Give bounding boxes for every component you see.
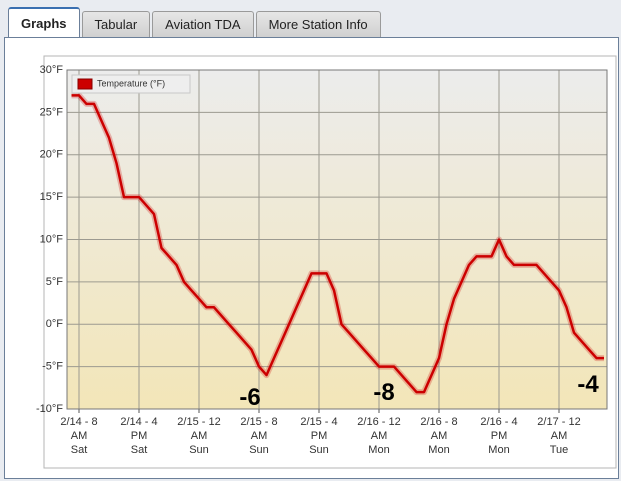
annotation: -4 (577, 371, 599, 398)
x-tick-label: 2/15 - 8 AM Sun (240, 416, 277, 456)
y-tick-label: 30°F (40, 64, 64, 76)
x-tick-label: 2/15 - 4 PM Sun (300, 416, 337, 456)
legend-swatch (77, 78, 93, 90)
y-tick-label: -5°F (42, 361, 63, 373)
x-tick-label: 2/15 - 12 AM Sun (177, 416, 220, 456)
tab[interactable]: Tabular (81, 11, 151, 38)
y-tick-label: 15°F (40, 191, 64, 203)
plot-border (66, 69, 608, 410)
x-tick-label: 2/16 - 12 AM Mon (357, 416, 400, 456)
annotation: -8 (373, 379, 394, 406)
x-tick-label: 2/14 - 8 AM Sat (60, 416, 97, 456)
x-tick-label: 2/16 - 4 PM Mon (480, 416, 517, 456)
y-tick-label: 0°F (46, 318, 64, 330)
tab-bar: Graphs Tabular Aviation TDA More Station In… (8, 7, 381, 40)
x-tick-label: 2/14 - 4 PM Sat (120, 416, 157, 456)
tab[interactable]: More Station Info (255, 11, 381, 38)
x-tick-label: 2/16 - 8 AM Mon (420, 416, 457, 456)
y-tick-label: 20°F (40, 149, 64, 161)
y-tick-label: 5°F (46, 276, 64, 288)
y-tick-label: 25°F (40, 106, 64, 118)
tab[interactable]: Graphs (8, 7, 80, 40)
y-tick-label: 10°F (40, 233, 64, 245)
y-tick-label: -10°F (36, 403, 63, 415)
legend-box (71, 74, 191, 94)
legend-label: Temperature (°F) (97, 78, 165, 88)
temperature-line (71, 94, 604, 394)
tab[interactable]: Aviation TDA (152, 11, 254, 38)
x-tick-label: 2/17 - 12 AM Tue (537, 416, 580, 456)
annotation: -6 (239, 384, 260, 411)
